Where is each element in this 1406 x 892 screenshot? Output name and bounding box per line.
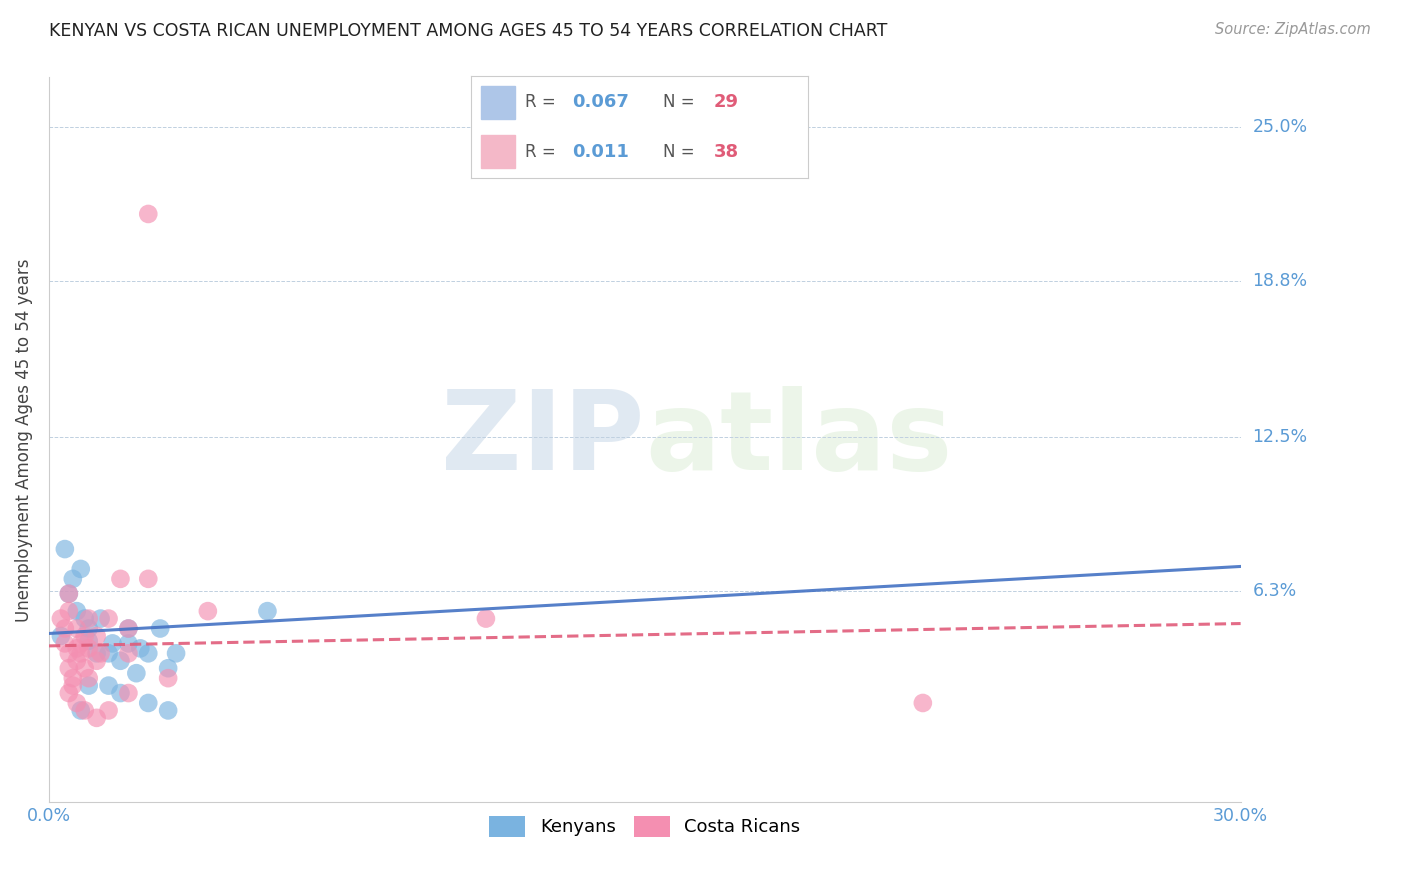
Point: [53, 636, 76, 650]
Point: [69, 646, 91, 660]
Point: [197, 604, 219, 618]
Point: [62, 572, 84, 586]
Point: [73, 703, 96, 717]
Text: R =: R =: [524, 94, 561, 112]
Point: [110, 686, 132, 700]
Point: [58, 661, 80, 675]
Point: [86, 711, 108, 725]
Point: [117, 686, 139, 700]
Point: [66, 654, 89, 668]
Point: [110, 654, 132, 668]
Point: [73, 661, 96, 675]
Point: [49, 629, 72, 643]
Point: [73, 611, 96, 625]
Text: 6.3%: 6.3%: [1253, 582, 1296, 600]
Point: [77, 679, 100, 693]
Bar: [481, 136, 515, 168]
Point: [90, 646, 112, 660]
Text: 29: 29: [714, 94, 740, 112]
Point: [86, 646, 108, 660]
Legend: Kenyans, Costa Ricans: Kenyans, Costa Ricans: [482, 809, 807, 844]
Point: [73, 629, 96, 643]
Point: [58, 686, 80, 700]
Point: [256, 604, 278, 618]
Point: [58, 587, 80, 601]
Point: [165, 646, 187, 660]
Point: [66, 641, 89, 656]
Text: N =: N =: [664, 94, 700, 112]
Point: [110, 572, 132, 586]
Point: [97, 703, 120, 717]
Point: [62, 671, 84, 685]
Text: atlas: atlas: [645, 386, 952, 493]
Point: [77, 641, 100, 656]
Point: [58, 604, 80, 618]
Text: ZIP: ZIP: [441, 386, 645, 493]
Text: 12.5%: 12.5%: [1253, 428, 1308, 446]
Point: [77, 634, 100, 648]
Point: [53, 542, 76, 557]
Point: [53, 622, 76, 636]
Point: [97, 646, 120, 660]
Point: [129, 641, 152, 656]
Point: [117, 646, 139, 660]
Point: [77, 622, 100, 636]
Point: [117, 622, 139, 636]
Point: [475, 611, 498, 625]
Text: KENYAN VS COSTA RICAN UNEMPLOYMENT AMONG AGES 45 TO 54 YEARS CORRELATION CHART: KENYAN VS COSTA RICAN UNEMPLOYMENT AMONG…: [49, 22, 887, 40]
Point: [58, 587, 80, 601]
Text: 38: 38: [714, 143, 740, 161]
Point: [101, 636, 124, 650]
Bar: [481, 87, 515, 119]
Point: [117, 636, 139, 650]
Point: [911, 696, 934, 710]
Point: [58, 646, 80, 660]
Point: [77, 611, 100, 625]
Text: Source: ZipAtlas.com: Source: ZipAtlas.com: [1215, 22, 1371, 37]
Point: [86, 654, 108, 668]
Text: 0.067: 0.067: [572, 94, 628, 112]
Point: [117, 622, 139, 636]
Point: [49, 611, 72, 625]
Point: [136, 646, 159, 660]
Text: R =: R =: [524, 143, 561, 161]
Text: 18.8%: 18.8%: [1253, 272, 1308, 290]
Point: [125, 666, 148, 681]
Point: [66, 696, 89, 710]
Point: [69, 636, 91, 650]
Point: [62, 679, 84, 693]
Point: [97, 679, 120, 693]
Point: [69, 562, 91, 576]
Text: 25.0%: 25.0%: [1253, 118, 1308, 136]
Y-axis label: Unemployment Among Ages 45 to 54 years: Unemployment Among Ages 45 to 54 years: [15, 258, 32, 622]
Point: [66, 604, 89, 618]
Text: 0.011: 0.011: [572, 143, 628, 161]
Point: [66, 622, 89, 636]
Point: [157, 661, 180, 675]
Text: N =: N =: [664, 143, 700, 161]
Point: [90, 611, 112, 625]
Point: [69, 703, 91, 717]
Point: [157, 703, 180, 717]
Point: [77, 671, 100, 685]
Point: [97, 611, 120, 625]
Point: [86, 629, 108, 643]
Point: [136, 696, 159, 710]
Point: [136, 207, 159, 221]
Point: [136, 572, 159, 586]
Point: [149, 622, 172, 636]
Point: [157, 671, 180, 685]
